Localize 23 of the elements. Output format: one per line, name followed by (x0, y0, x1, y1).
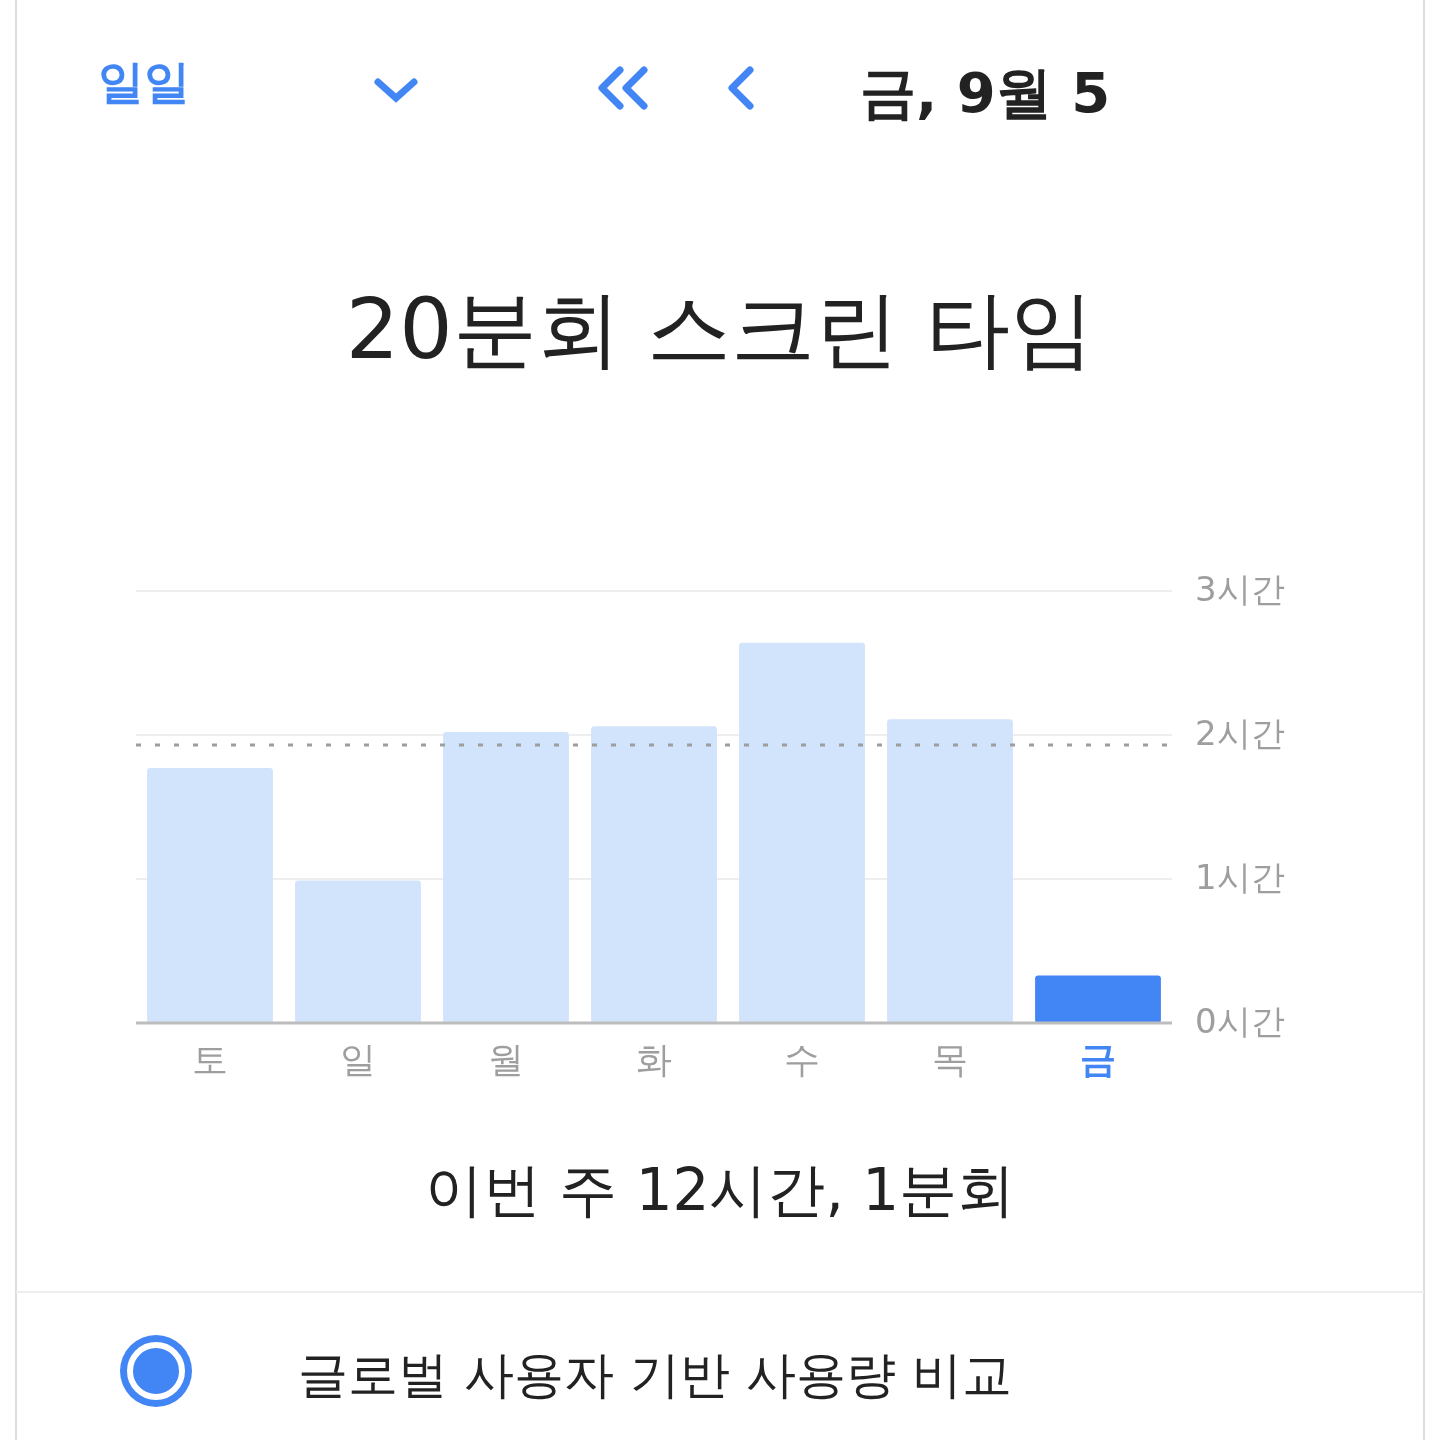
y-tick-label: 0시간 (1195, 1000, 1285, 1041)
x-tick-label: 수 (784, 1039, 820, 1080)
x-tick-label: 토 (192, 1039, 228, 1080)
y-tick-label: 2시간 (1195, 712, 1285, 753)
x-tick-label: 목 (932, 1039, 968, 1080)
bar (739, 642, 865, 1023)
text: 글로벌 사용자 기반 사용량 비교 (298, 1346, 1012, 1404)
y-tick-label: 1시간 (1195, 856, 1285, 897)
text: 일일 (98, 55, 190, 109)
chart-title: 20분회 스크린 타임 (345, 280, 1095, 378)
text: 금, 9월 5 (860, 60, 1111, 125)
bar (295, 880, 421, 1023)
x-tick-label: 금 (1080, 1039, 1116, 1080)
bar (443, 732, 569, 1023)
bar (1035, 975, 1161, 1023)
bar (147, 768, 273, 1023)
text: 이번 주 12시간, 1분회 (424, 1156, 1016, 1224)
x-tick-label: 일 (340, 1039, 376, 1080)
bar (591, 726, 717, 1023)
x-tick-label: 화 (636, 1039, 672, 1080)
y-tick-label: 3시간 (1195, 568, 1285, 609)
bar (887, 719, 1013, 1023)
x-tick-label: 월 (488, 1039, 524, 1080)
